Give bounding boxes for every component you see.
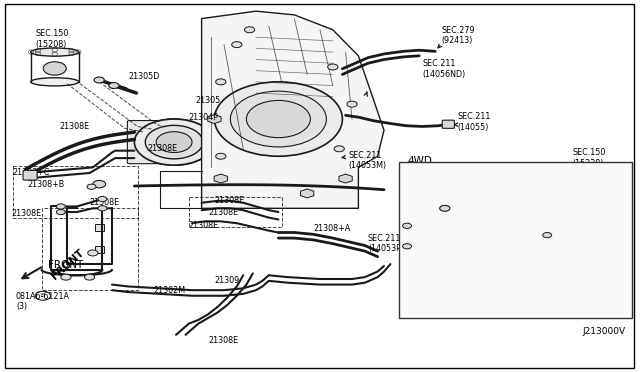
Text: SEC.211
(14056ND): SEC.211 (14056ND) (422, 59, 466, 78)
Text: 21304P: 21304P (508, 186, 538, 195)
Text: 081A6-6121A
(3): 081A6-6121A (3) (16, 292, 70, 311)
Circle shape (156, 132, 192, 153)
Circle shape (232, 42, 242, 48)
Text: SEC.150
(15238): SEC.150 (15238) (573, 148, 606, 168)
Text: 21308+C: 21308+C (556, 234, 593, 243)
Text: 21305: 21305 (483, 172, 508, 181)
FancyBboxPatch shape (442, 120, 454, 128)
Circle shape (216, 79, 226, 85)
Circle shape (440, 205, 450, 211)
Circle shape (56, 204, 65, 209)
Circle shape (134, 119, 214, 165)
Circle shape (61, 274, 71, 280)
Text: FRONT: FRONT (48, 260, 83, 270)
Polygon shape (202, 11, 384, 208)
Circle shape (493, 201, 524, 219)
Bar (95, 224, 104, 231)
Text: 21308E: 21308E (147, 144, 177, 153)
Circle shape (403, 244, 412, 249)
Text: 21308E: 21308E (552, 208, 582, 217)
Text: SEC.211
(14053P): SEC.211 (14053P) (368, 234, 404, 253)
Circle shape (56, 209, 65, 215)
Circle shape (98, 206, 107, 211)
Text: SEC.211
(14053M): SEC.211 (14053M) (349, 151, 387, 170)
Circle shape (476, 191, 542, 230)
Text: 21308E: 21308E (208, 208, 238, 217)
Text: 21309: 21309 (214, 276, 239, 285)
Circle shape (156, 132, 192, 153)
Circle shape (84, 274, 95, 280)
Text: 21302M: 21302M (154, 286, 186, 295)
Text: 21305D: 21305D (128, 72, 159, 81)
Text: 21308E: 21308E (12, 209, 42, 218)
Text: 21308+B: 21308+B (27, 180, 64, 189)
Circle shape (216, 153, 226, 159)
Circle shape (484, 196, 533, 224)
Text: 21308E: 21308E (189, 221, 219, 230)
Circle shape (98, 196, 107, 202)
Circle shape (44, 62, 67, 75)
Ellipse shape (31, 78, 79, 86)
Circle shape (582, 209, 602, 220)
Circle shape (87, 184, 96, 189)
Circle shape (94, 77, 104, 83)
Text: SEC.279
(92413): SEC.279 (92413) (442, 26, 476, 45)
Text: J213000V: J213000V (582, 327, 625, 336)
Ellipse shape (31, 48, 79, 56)
Text: FRONT: FRONT (50, 247, 86, 281)
Circle shape (543, 232, 552, 238)
Text: 21305D: 21305D (407, 204, 438, 213)
Text: 21308E: 21308E (90, 198, 120, 207)
Ellipse shape (573, 196, 611, 202)
Text: SEC.211
(14055): SEC.211 (14055) (458, 112, 491, 132)
Text: 21305: 21305 (195, 96, 220, 105)
Circle shape (134, 119, 214, 165)
Ellipse shape (573, 224, 611, 230)
Circle shape (88, 250, 98, 256)
Text: 21308+B: 21308+B (407, 269, 444, 278)
Text: 21304P: 21304P (189, 113, 219, 122)
Bar (95, 246, 104, 253)
Text: 21308E: 21308E (60, 122, 90, 131)
Circle shape (214, 82, 342, 156)
Circle shape (244, 27, 255, 33)
Bar (399, 162, 632, 318)
Circle shape (109, 83, 119, 89)
Circle shape (246, 100, 310, 138)
Text: B: B (41, 293, 45, 298)
Circle shape (145, 125, 203, 159)
Text: 21308E: 21308E (208, 336, 238, 345)
Circle shape (347, 101, 357, 107)
Circle shape (230, 91, 326, 147)
Circle shape (334, 146, 344, 152)
Text: SEC.150
(15208): SEC.150 (15208) (36, 29, 69, 49)
Circle shape (145, 125, 203, 159)
Text: 21308+A: 21308+A (314, 224, 351, 233)
Text: 21308E: 21308E (407, 226, 437, 235)
Text: 4WD: 4WD (407, 156, 432, 166)
Circle shape (403, 223, 412, 228)
Text: 21308E: 21308E (214, 196, 244, 205)
Circle shape (93, 180, 106, 188)
Text: 21308+C: 21308+C (13, 169, 50, 177)
Circle shape (328, 64, 338, 70)
Text: 21308E: 21308E (407, 247, 437, 256)
FancyBboxPatch shape (127, 121, 173, 164)
FancyBboxPatch shape (23, 170, 37, 180)
